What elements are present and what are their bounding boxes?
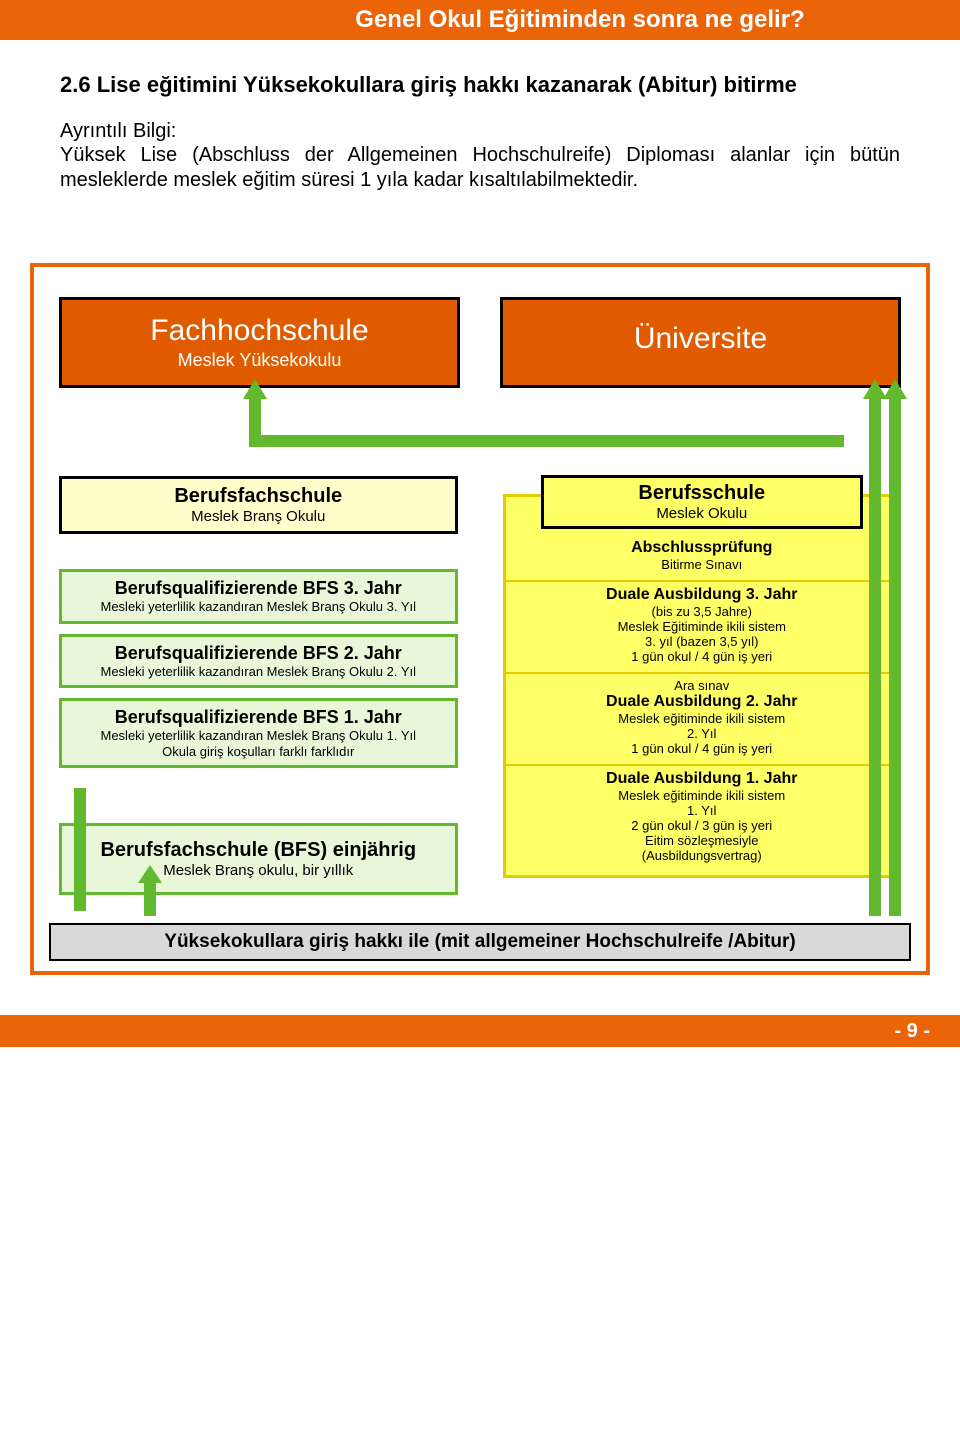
header-title-bg: Genel Okul Eğitiminden sonra ne gelir? [200, 0, 960, 40]
bfs2-title: Berufsqualifizierende BFS 2. Jahr [68, 643, 449, 664]
arrow-head-uni-2 [883, 379, 907, 399]
bfs-top-sub: Meslek Branş Okulu [70, 508, 447, 525]
header-band: Genel Okul Eğitiminden sonra ne gelir? [0, 0, 960, 40]
box-fachhochschule: Fachhochschule Meslek Yüksekokulu [59, 297, 460, 388]
d1-l4: 2 gün okul / 3 gün iş yeri [516, 818, 889, 833]
detail-text: Yüksek Lise (Abschluss der Allgemeinen H… [60, 143, 900, 193]
arrow-top-horizontal [249, 435, 844, 447]
d3-l3: 3. yıl (bazen 3,5 yıl) [516, 634, 889, 649]
left-column: Berufsfachschule Meslek Branş Okulu Beru… [59, 476, 458, 905]
bfs2-sub: Mesleki yeterlilik kazandıran Meslek Bra… [68, 664, 449, 680]
diagram-frame: Fachhochschule Meslek Yüksekokulu Üniver… [30, 263, 930, 975]
arrow-right-vertical-1 [869, 397, 881, 916]
section-heading: 2.6 Lise eğitimini Yüksekokullara giriş … [60, 72, 900, 98]
d2-l4: 1 gün okul / 4 gün iş yeri [516, 741, 889, 756]
footer-band: - 9 - [0, 1015, 960, 1047]
page-header-title: Genel Okul Eğitiminden sonra ne gelir? [355, 6, 804, 34]
abschluss-sub: Bitirme Sınavı [516, 557, 889, 572]
page-number: - 9 - [840, 1015, 960, 1047]
fach-sub: Meslek Yüksekokulu [70, 350, 449, 371]
page-number-text: - 9 - [894, 1020, 930, 1043]
header-accent [0, 0, 200, 40]
d2-title: Duale Ausbildung 2. Jahr [516, 693, 889, 711]
footer-accent [0, 1015, 840, 1047]
arrow-left-vertical [74, 788, 86, 911]
box-berufsfachschule-top: Berufsfachschule Meslek Branş Okulu [59, 476, 458, 534]
box-bfs3: Berufsqualifizierende BFS 3. Jahr Meslek… [59, 569, 458, 624]
bfs-top-title: Berufsfachschule [70, 485, 447, 508]
d2-l3: 2. Yıl [516, 726, 889, 741]
d1-l6: (Ausbildungsvertrag) [516, 848, 889, 863]
fach-title: Fachhochschule [70, 314, 449, 348]
abschluss-title: Abschlussprüfung [516, 539, 889, 557]
d3-title: Duale Ausbildung 3. Jahr [516, 586, 889, 604]
footer-bar-hochschulreife: Yüksekokullara giriş hakkı ile (mit allg… [49, 923, 911, 961]
d3-l1: (bis zu 3,5 Jahre) [516, 604, 889, 619]
box-bfs2: Berufsqualifizierende BFS 2. Jahr Meslek… [59, 634, 458, 689]
bfs1y-title: Berufsfachschule (BFS) einjährig [68, 838, 449, 862]
d3-l2: Meslek Eğitiminde ikili sistem [516, 619, 889, 634]
box-berufsschule-head: Berufsschule Meslek Okulu [541, 475, 864, 529]
arrow-head-fach [243, 379, 267, 399]
bfs3-sub: Mesleki yeterlilik kazandıran Meslek Bra… [68, 599, 449, 615]
d2-l2: Meslek eğitiminde ikili sistem [516, 711, 889, 726]
sec-duale2: Ara sınav Duale Ausbildung 2. Jahr Mesle… [506, 674, 899, 764]
arrow-right-vertical-2 [889, 397, 901, 916]
box-bfs-einjaehrig: Berufsfachschule (BFS) einjährig Meslek … [59, 823, 458, 895]
d2-ara: Ara sınav [516, 678, 889, 693]
berufsschule-sub: Meslek Okulu [550, 505, 855, 522]
detail-label: Ayrıntılı Bilgi: [60, 120, 900, 143]
sec-abschluss: Abschlussprüfung Bitirme Sınavı [506, 535, 899, 580]
sec-duale1: Duale Ausbildung 1. Jahr Meslek eğitimin… [506, 766, 899, 875]
uni-title: Üniversite [511, 314, 890, 356]
box-universite: Üniversite [500, 297, 901, 388]
right-column: Berufsschule Meslek Okulu Abschlussprüfu… [503, 494, 902, 905]
box-bfs1: Berufsqualifizierende BFS 1. Jahr Meslek… [59, 698, 458, 768]
d1-l5: Eitim sözleşmesiyle [516, 833, 889, 848]
d1-l3: 1. Yıl [516, 803, 889, 818]
berufsschule-title: Berufsschule [550, 482, 855, 505]
arrow-head-bfs1y [138, 865, 162, 883]
bfs3-title: Berufsqualifizierende BFS 3. Jahr [68, 578, 449, 599]
bfs1-title: Berufsqualifizierende BFS 1. Jahr [68, 707, 449, 728]
d1-l2: Meslek eğitiminde ikili sistem [516, 788, 889, 803]
arrow-bfs1y-up [144, 881, 156, 916]
d3-l4: 1 gün okul / 4 gün iş yeri [516, 649, 889, 664]
bfs1-sub: Mesleki yeterlilik kazandıran Meslek Bra… [68, 728, 449, 759]
bfs1y-sub: Meslek Branş okulu, bir yıllık [68, 862, 449, 880]
d1-title: Duale Ausbildung 1. Jahr [516, 770, 889, 788]
panel-berufsschule: Berufsschule Meslek Okulu Abschlussprüfu… [503, 494, 902, 878]
sec-duale3: Duale Ausbildung 3. Jahr (bis zu 3,5 Jah… [506, 582, 899, 672]
